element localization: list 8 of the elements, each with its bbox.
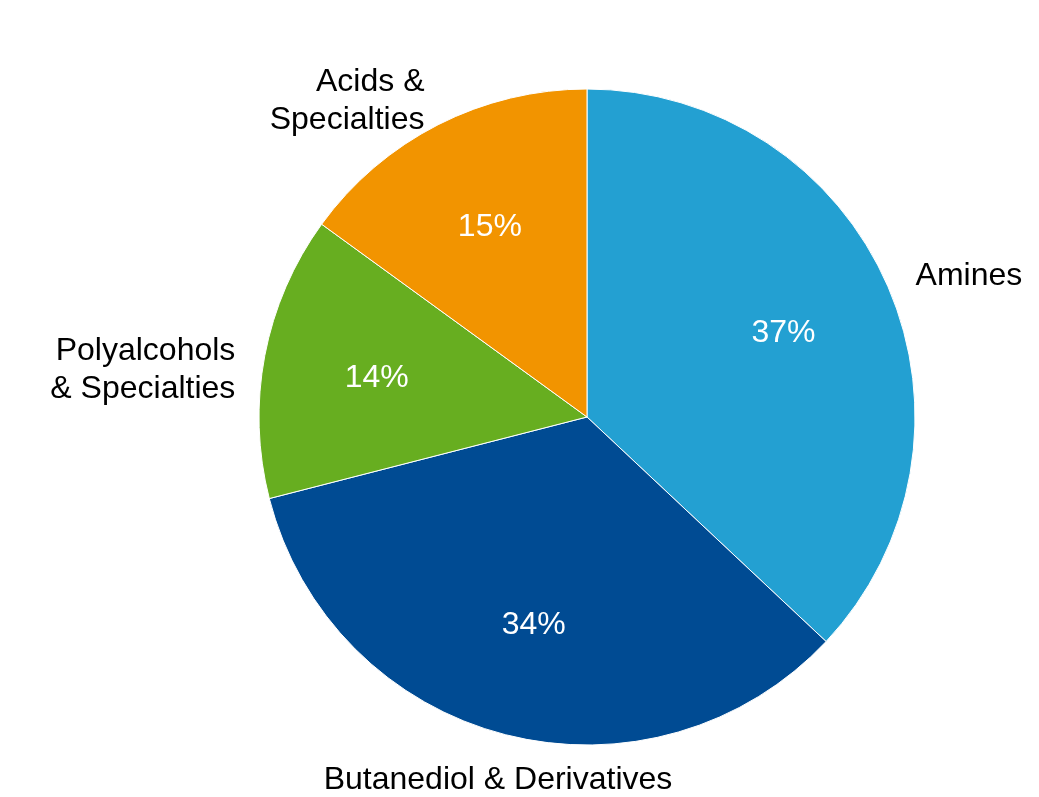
- data-label: 15%: [457, 207, 522, 244]
- data-label: 34%: [501, 605, 566, 642]
- slice-label: Polyalcohols & Specialties: [50, 330, 236, 405]
- slice-label: Acids & Specialties: [269, 62, 425, 137]
- data-label: 37%: [751, 313, 816, 350]
- slice-label: Amines: [915, 255, 1023, 292]
- slice-label: Butanediol & Derivatives: [323, 759, 673, 796]
- data-label: 14%: [344, 357, 409, 394]
